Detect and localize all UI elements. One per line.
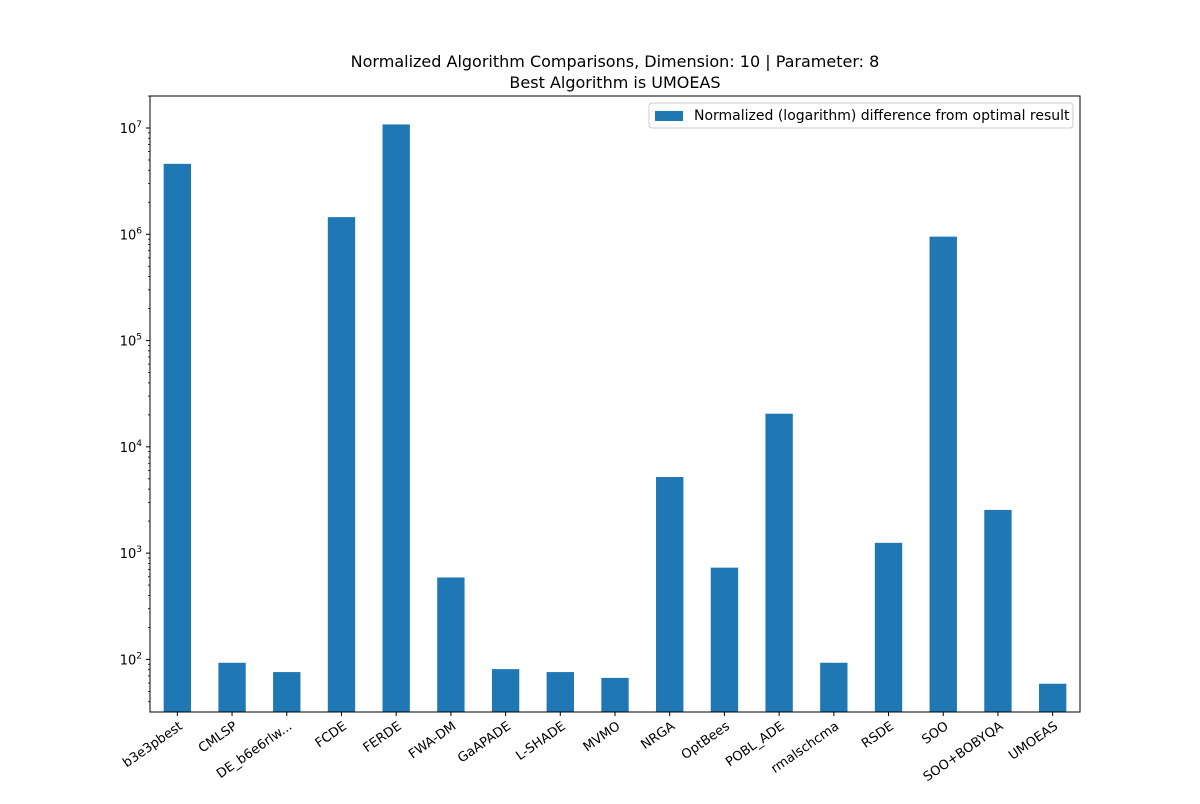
- bar-FWA-DM: [437, 577, 465, 712]
- bar-RSDE: [874, 542, 903, 712]
- x-tick-label: FERDE: [361, 719, 405, 756]
- y-tick-base: 10: [120, 228, 137, 243]
- bar-rmalschcma: [820, 662, 848, 712]
- bar-NRGA: [656, 477, 684, 712]
- bar-POBL_ADE: [765, 413, 793, 712]
- y-tick-base: 10: [120, 122, 137, 137]
- bar-FERDE: [382, 124, 410, 712]
- x-tick-label: FWA-DM: [406, 719, 459, 762]
- x-tick-label: RSDE: [859, 719, 897, 752]
- y-tick-base: 10: [120, 547, 137, 562]
- y-tick-label: 102: [120, 651, 142, 668]
- bar-GaAPADE: [491, 669, 520, 712]
- y-tick-exponent: 2: [136, 651, 142, 661]
- x-tick-label: GaAPADE: [455, 719, 514, 766]
- x-tick-label: CMLSP: [196, 719, 240, 756]
- bar-SOO+BOBYQA: [984, 509, 1012, 712]
- y-tick-label: 107: [120, 120, 142, 137]
- bars: [163, 124, 1067, 712]
- bar-L-SHADE: [546, 672, 574, 712]
- y-tick-exponent: 5: [136, 333, 142, 343]
- y-tick-exponent: 6: [136, 226, 142, 236]
- legend: Normalized (logarithm) difference from o…: [648, 102, 1074, 129]
- x-tick-label: L-SHADE: [513, 719, 568, 764]
- y-tick-exponent: 3: [136, 545, 142, 555]
- chart-subtitle: Best Algorithm is UMOEAS: [509, 73, 720, 92]
- y-tick-exponent: 7: [136, 120, 142, 130]
- bar-SOO: [929, 236, 957, 712]
- chart-title: Normalized Algorithm Comparisons, Dimens…: [351, 52, 880, 71]
- bar-CMLSP: [218, 662, 246, 712]
- bar-OptBees: [710, 567, 739, 712]
- x-tick-label: UMOEAS: [1006, 719, 1061, 764]
- x-tick-label: FCDE: [313, 719, 350, 751]
- bar-UMOEAS: [1038, 683, 1067, 712]
- x-tick-label: NRGA: [638, 719, 678, 753]
- x-tick-label: MVMO: [581, 719, 624, 755]
- y-tick-base: 10: [120, 441, 137, 456]
- bar-FCDE: [327, 217, 356, 712]
- y-tick-exponent: 4: [136, 439, 142, 449]
- x-tick-label: SOO: [919, 719, 951, 748]
- y-tick-label: 106: [120, 226, 143, 243]
- y-tick-base: 10: [120, 335, 137, 350]
- y-tick-label: 104: [120, 439, 143, 456]
- bar-DE_b6e6rlw...: [273, 672, 301, 712]
- y-tick-base: 10: [120, 653, 137, 668]
- x-tick-label: b3e3pbest: [120, 719, 185, 771]
- bar-MVMO: [601, 677, 629, 712]
- legend-box: [648, 102, 1074, 129]
- bar-b3e3pbest: [163, 163, 192, 712]
- y-tick-label: 105: [120, 333, 142, 350]
- y-tick-label: 103: [120, 545, 142, 562]
- legend-label: Normalized (logarithm) difference from o…: [694, 108, 1070, 124]
- legend-swatch: [655, 111, 683, 121]
- plot-area-frame: [149, 95, 1081, 713]
